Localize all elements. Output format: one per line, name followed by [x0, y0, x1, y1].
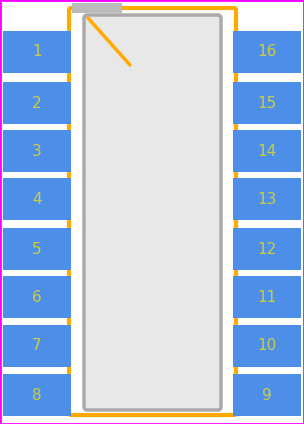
Bar [233, 130, 301, 172]
Bar [3, 325, 71, 367]
Bar [72, 3, 122, 13]
Bar [233, 178, 301, 220]
Bar [233, 276, 301, 318]
Bar [3, 31, 71, 73]
Bar [233, 31, 301, 73]
Bar [3, 130, 71, 172]
Text: 13: 13 [257, 192, 277, 206]
Text: 3: 3 [32, 143, 42, 159]
Text: 7: 7 [32, 338, 42, 354]
Text: 16: 16 [257, 45, 277, 59]
Bar [233, 228, 301, 270]
Text: 9: 9 [262, 388, 272, 402]
Bar [3, 374, 71, 416]
Bar [233, 325, 301, 367]
Text: 4: 4 [32, 192, 42, 206]
Text: 11: 11 [257, 290, 277, 304]
Bar [3, 276, 71, 318]
Text: 6: 6 [32, 290, 42, 304]
Text: 2: 2 [32, 95, 42, 111]
FancyBboxPatch shape [69, 8, 236, 415]
Text: 8: 8 [32, 388, 42, 402]
Text: 1: 1 [32, 45, 42, 59]
Bar [3, 82, 71, 124]
Bar [3, 178, 71, 220]
Text: 15: 15 [257, 95, 277, 111]
Text: 12: 12 [257, 242, 277, 257]
FancyBboxPatch shape [84, 15, 221, 410]
Bar [233, 374, 301, 416]
Bar [233, 82, 301, 124]
Text: 10: 10 [257, 338, 277, 354]
Text: 14: 14 [257, 143, 277, 159]
Bar [3, 228, 71, 270]
Text: 5: 5 [32, 242, 42, 257]
